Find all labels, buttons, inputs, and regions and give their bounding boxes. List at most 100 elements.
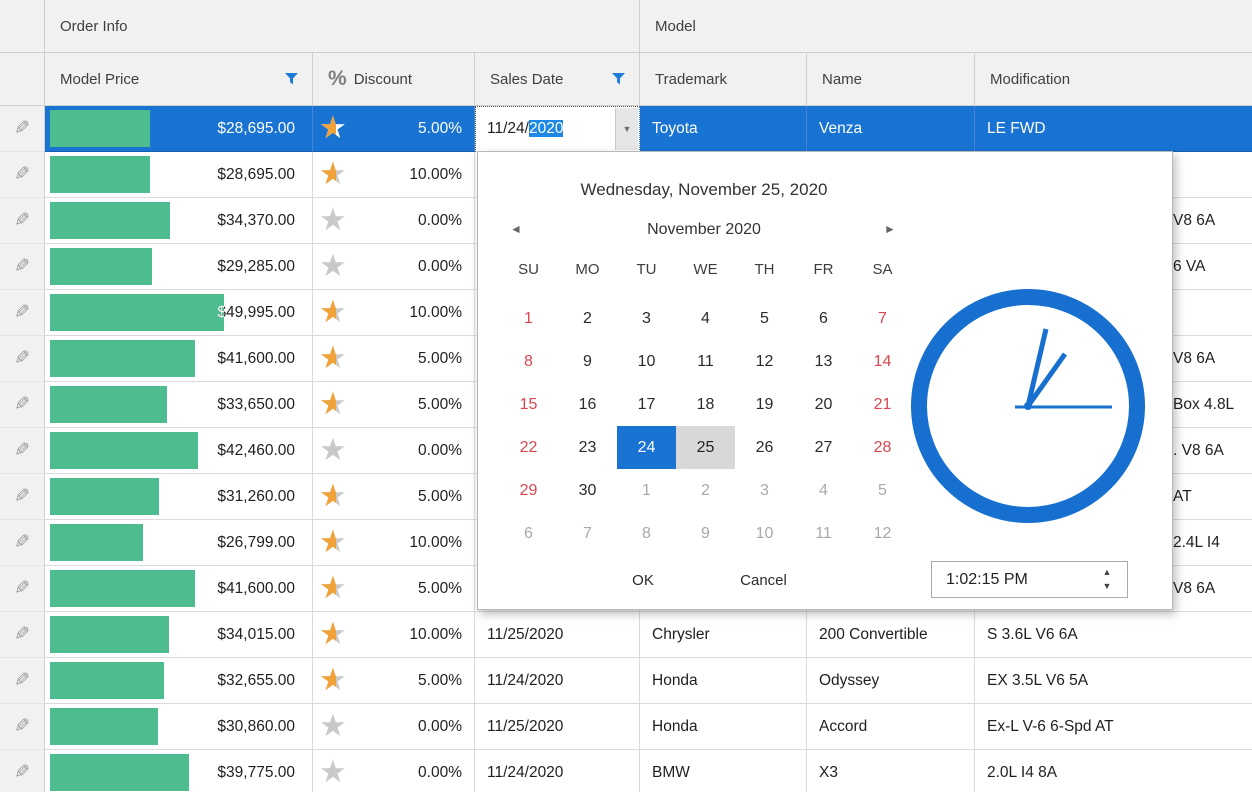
model-price-cell[interactable]: $26,799.00 $26,799.00 bbox=[45, 520, 313, 566]
calendar-day[interactable]: 11 bbox=[815, 525, 832, 542]
calendar-day[interactable]: 16 bbox=[578, 396, 597, 413]
filter-icon[interactable] bbox=[612, 73, 626, 85]
column-header-trademark[interactable]: Trademark bbox=[640, 53, 807, 106]
table-row[interactable]: ✎ $39,775.00 $39,775.00 ★★ 0.00% 11/24/2… bbox=[0, 750, 1252, 792]
discount-cell[interactable]: ★★ 5.00% bbox=[313, 336, 475, 382]
discount-cell[interactable]: ★★ 5.00% bbox=[313, 658, 475, 704]
calendar-day[interactable]: 27 bbox=[814, 439, 833, 456]
calendar-day[interactable]: 4 bbox=[819, 482, 828, 499]
time-spin-down-button[interactable]: ▼ bbox=[1102, 581, 1112, 591]
table-row[interactable]: ✎ $32,655.00 $32,655.00 ★★ 5.00% 11/24/2… bbox=[0, 658, 1252, 704]
calendar-day[interactable]: 4 bbox=[701, 310, 710, 327]
trademark-cell[interactable]: BMW bbox=[640, 750, 807, 792]
model-price-cell[interactable]: $41,600.00 $41,600.00 bbox=[45, 566, 313, 612]
band-order-info[interactable]: Order Info bbox=[45, 0, 640, 53]
calendar-day[interactable]: 1 bbox=[642, 482, 651, 499]
sales-date-cell[interactable]: 11/25/2020 bbox=[475, 704, 640, 750]
discount-cell[interactable]: ★★ 10.00% bbox=[313, 520, 475, 566]
date-editor-text[interactable]: 11/24/2020 bbox=[476, 120, 564, 138]
calendar-day[interactable]: 9 bbox=[583, 353, 592, 370]
calendar-day[interactable]: 12 bbox=[873, 525, 892, 542]
name-cell[interactable]: Venza bbox=[807, 106, 975, 152]
model-price-cell[interactable]: $28,695.00 $28,695.00 bbox=[45, 106, 313, 152]
discount-cell[interactable]: ★★ 5.00% bbox=[313, 474, 475, 520]
discount-cell[interactable]: ★★ 0.00% bbox=[313, 428, 475, 474]
calendar-month-label[interactable]: November 2020 bbox=[647, 221, 761, 238]
name-cell[interactable]: Accord bbox=[807, 704, 975, 750]
model-price-cell[interactable]: $42,460.00 $42,460.00 bbox=[45, 428, 313, 474]
calendar-day[interactable]: 20 bbox=[814, 396, 833, 413]
calendar-day[interactable]: 5 bbox=[878, 482, 887, 499]
calendar-day[interactable]: 6 bbox=[524, 525, 533, 542]
calendar-day[interactable]: 12 bbox=[755, 353, 774, 370]
discount-cell[interactable]: ★★ 0.00% bbox=[313, 198, 475, 244]
model-price-cell[interactable]: $41,600.00 $41,600.00 bbox=[45, 336, 313, 382]
calendar-day[interactable]: 18 bbox=[696, 396, 715, 413]
calendar-day[interactable]: 14 bbox=[873, 353, 892, 370]
sales-date-cell[interactable]: 11/24/2020 bbox=[475, 658, 640, 704]
calendar-day-today[interactable]: 25 bbox=[676, 426, 735, 469]
model-price-cell[interactable]: $31,260.00 $31,260.00 bbox=[45, 474, 313, 520]
calendar-day[interactable]: 21 bbox=[873, 396, 892, 413]
discount-cell[interactable]: ★★ 5.00% bbox=[313, 382, 475, 428]
calendar-day[interactable]: 8 bbox=[642, 525, 651, 542]
model-price-cell[interactable]: $29,285.00 $29,285.00 bbox=[45, 244, 313, 290]
calendar-day[interactable]: 10 bbox=[755, 525, 774, 542]
calendar-day[interactable]: 15 bbox=[519, 396, 538, 413]
model-price-cell[interactable]: $28,695.00 $28,695.00 bbox=[45, 152, 313, 198]
calendar-day[interactable]: 7 bbox=[583, 525, 592, 542]
calendar-day[interactable]: 23 bbox=[578, 439, 597, 456]
sales-date-cell[interactable]: 11/24/2020 ▼ bbox=[475, 106, 640, 152]
calendar-next-month-button[interactable]: ► bbox=[884, 222, 896, 236]
modification-cell[interactable]: LE FWD bbox=[975, 106, 1252, 152]
calendar-day[interactable]: 1 bbox=[524, 310, 533, 327]
calendar-day[interactable]: 26 bbox=[755, 439, 774, 456]
model-price-cell[interactable]: $39,775.00 $39,775.00 bbox=[45, 750, 313, 792]
ok-button[interactable]: OK bbox=[608, 564, 678, 596]
dropdown-button[interactable]: ▼ bbox=[615, 108, 638, 150]
calendar-day[interactable]: 9 bbox=[701, 525, 710, 542]
trademark-cell[interactable]: Chrysler bbox=[640, 612, 807, 658]
table-row[interactable]: ✎ $34,015.00 $34,015.00 ★★ 10.00% 11/25/… bbox=[0, 612, 1252, 658]
calendar-day[interactable]: 11 bbox=[697, 353, 714, 370]
calendar-day[interactable]: 8 bbox=[524, 353, 533, 370]
trademark-cell[interactable]: Toyota bbox=[640, 106, 807, 152]
modification-cell[interactable]: EX 3.5L V6 5A bbox=[975, 658, 1252, 704]
sales-date-editor[interactable]: 11/24/2020 ▼ bbox=[476, 107, 639, 151]
discount-cell[interactable]: ★★ 5.00% bbox=[313, 106, 475, 152]
modification-cell[interactable]: Ex-L V-6 6-Spd AT bbox=[975, 704, 1252, 750]
discount-cell[interactable]: ★★ 0.00% bbox=[313, 750, 475, 792]
band-model[interactable]: Model bbox=[640, 0, 1252, 53]
calendar-day[interactable]: 2 bbox=[701, 482, 710, 499]
column-header-modification[interactable]: Modification bbox=[975, 53, 1252, 106]
model-price-cell[interactable]: $49,995.00 $49,995.00 bbox=[45, 290, 313, 336]
discount-cell[interactable]: ★★ 0.00% bbox=[313, 704, 475, 750]
model-price-cell[interactable]: $32,655.00 $32,655.00 bbox=[45, 658, 313, 704]
discount-cell[interactable]: ★★ 10.00% bbox=[313, 612, 475, 658]
time-editor[interactable]: 1:02:15 PM ▲ ▼ bbox=[931, 561, 1128, 598]
column-header-discount[interactable]: % Discount bbox=[313, 53, 475, 106]
calendar-day[interactable]: 19 bbox=[755, 396, 774, 413]
discount-cell[interactable]: ★★ 10.00% bbox=[313, 152, 475, 198]
table-row[interactable]: ✎ $28,695.00 $28,695.00 ★★ 5.00% 11/24/2… bbox=[0, 106, 1252, 152]
calendar-day[interactable]: 5 bbox=[760, 310, 769, 327]
table-row[interactable]: ✎ $30,860.00 $30,860.00 ★★ 0.00% 11/25/2… bbox=[0, 704, 1252, 750]
modification-cell[interactable]: 2.0L I4 8A bbox=[975, 750, 1252, 792]
discount-cell[interactable]: ★★ 0.00% bbox=[313, 244, 475, 290]
column-header-sales-date[interactable]: Sales Date bbox=[475, 53, 640, 106]
calendar-day[interactable]: 28 bbox=[873, 439, 892, 456]
column-header-name[interactable]: Name bbox=[807, 53, 975, 106]
calendar-day[interactable]: 30 bbox=[578, 482, 597, 499]
calendar-prev-month-button[interactable]: ◄ bbox=[510, 222, 522, 236]
calendar-day[interactable]: 10 bbox=[637, 353, 656, 370]
model-price-cell[interactable]: $33,650.00 $33,650.00 bbox=[45, 382, 313, 428]
calendar-day[interactable]: 3 bbox=[642, 310, 651, 327]
model-price-cell[interactable]: $30,860.00 $30,860.00 bbox=[45, 704, 313, 750]
calendar-day[interactable]: 29 bbox=[519, 482, 538, 499]
trademark-cell[interactable]: Honda bbox=[640, 704, 807, 750]
name-cell[interactable]: 200 Convertible bbox=[807, 612, 975, 658]
calendar-day[interactable]: 3 bbox=[760, 482, 769, 499]
discount-cell[interactable]: ★★ 10.00% bbox=[313, 290, 475, 336]
calendar-day-selected[interactable]: 24 bbox=[617, 426, 676, 469]
model-price-cell[interactable]: $34,370.00 $34,370.00 bbox=[45, 198, 313, 244]
